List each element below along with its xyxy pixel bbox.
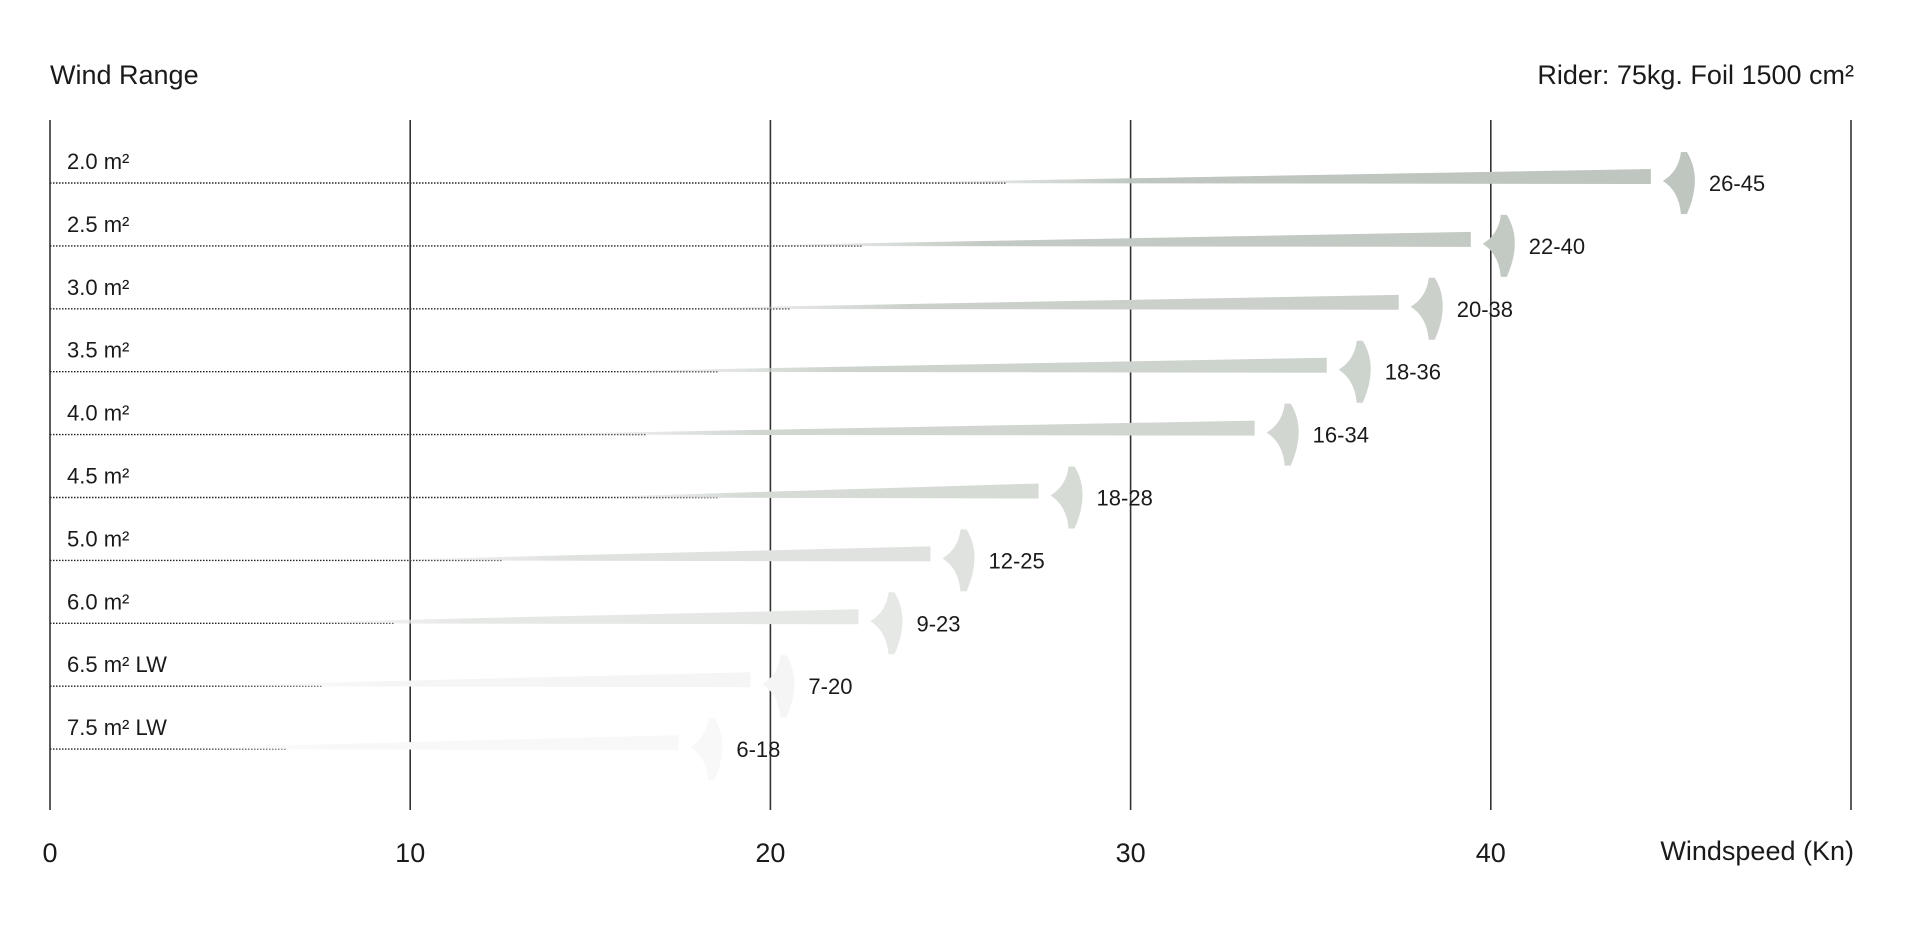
x-tick-label: 30 xyxy=(1116,838,1146,868)
x-tick-label: 20 xyxy=(755,838,785,868)
x-tick-label: 10 xyxy=(395,838,425,868)
range-label: 18-36 xyxy=(1385,360,1441,385)
x-tick-label: 0 xyxy=(42,838,57,868)
range-bar xyxy=(650,294,1399,310)
range-tip xyxy=(1338,340,1371,403)
category-label: 2.0 m² xyxy=(67,149,129,174)
category-label: 3.0 m² xyxy=(67,275,129,300)
range-label: 26-45 xyxy=(1709,171,1765,196)
range-label: 18-28 xyxy=(1097,486,1153,511)
chart-title: Wind Range xyxy=(50,60,199,90)
range-label: 22-40 xyxy=(1529,234,1585,259)
range-bar xyxy=(506,420,1255,436)
range-tip xyxy=(1266,403,1299,466)
range-tip xyxy=(1662,152,1695,214)
range-bar xyxy=(722,231,1471,247)
chart-subtitle: Rider: 75kg. Foil 1500 cm² xyxy=(1537,60,1854,90)
range-label: 16-34 xyxy=(1313,423,1369,448)
range-bar xyxy=(866,169,1651,184)
range-label: 7-20 xyxy=(808,674,852,699)
x-axis-label: Windspeed (Kn) xyxy=(1660,836,1854,866)
category-label: 6.0 m² xyxy=(67,589,129,614)
x-tick-label: 40 xyxy=(1476,838,1506,868)
range-tip xyxy=(1410,277,1443,340)
range-tip xyxy=(690,718,723,781)
range-label: 20-38 xyxy=(1457,297,1513,322)
range-bar xyxy=(362,546,931,562)
range-label: 9-23 xyxy=(916,611,960,636)
range-tip xyxy=(942,529,975,592)
range-tip xyxy=(870,592,903,655)
range-bar xyxy=(182,672,751,688)
range-label: 12-25 xyxy=(989,548,1045,573)
category-label: 3.5 m² xyxy=(67,338,129,363)
range-bar xyxy=(254,609,859,625)
range-bar xyxy=(578,357,1327,373)
category-label: 5.0 m² xyxy=(67,526,129,551)
range-tip xyxy=(762,655,795,718)
range-tip xyxy=(1482,214,1515,277)
category-label: 4.0 m² xyxy=(67,401,129,426)
range-bar xyxy=(578,483,1039,499)
category-label: 6.5 m² LW xyxy=(67,652,167,677)
range-bar xyxy=(146,735,679,751)
category-label: 7.5 m² LW xyxy=(67,715,167,740)
category-label: 4.5 m² xyxy=(67,464,129,489)
range-label: 6-18 xyxy=(736,737,780,762)
range-tip xyxy=(1050,466,1083,529)
category-label: 2.5 m² xyxy=(67,212,129,237)
